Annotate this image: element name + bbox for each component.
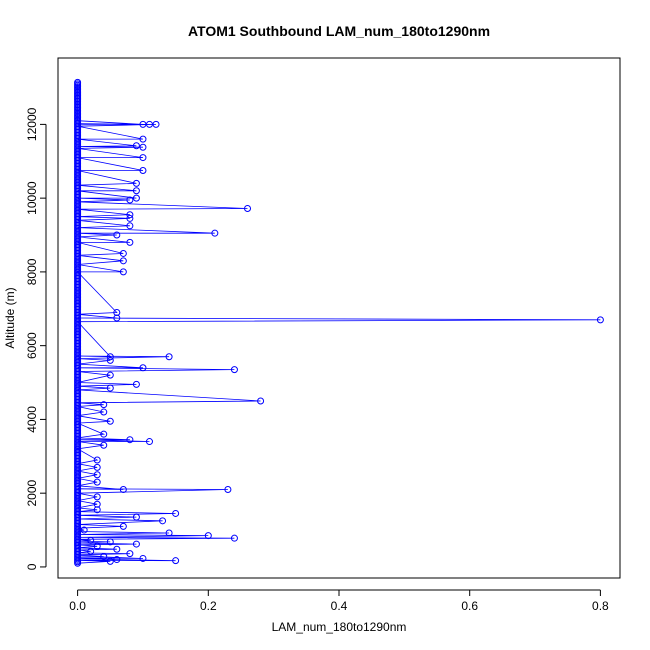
data-point: [139, 166, 147, 174]
data-point: [93, 463, 101, 471]
plot-frame: [57, 57, 621, 579]
data-point: [132, 380, 140, 388]
data-point: [100, 408, 108, 416]
data-point: [145, 120, 153, 128]
data-point: [165, 353, 173, 361]
data-point: [100, 430, 108, 438]
data-point: [113, 545, 121, 553]
data-point: [139, 143, 147, 151]
data-point: [204, 532, 212, 540]
data-point: [139, 554, 147, 562]
data-point: [139, 364, 147, 372]
x-tick-label: 0.0: [69, 599, 86, 613]
y-tick-label: 6000: [25, 332, 39, 359]
data-point: [106, 384, 114, 392]
data-point: [224, 485, 232, 493]
data-point: [257, 397, 265, 405]
data-point: [132, 179, 140, 187]
data-point: [126, 222, 134, 230]
data-point: [93, 493, 101, 501]
data-point: [172, 557, 180, 565]
data-point: [119, 522, 127, 530]
data-point: [74, 78, 82, 86]
data-point: [93, 500, 101, 508]
x-axis: 0.0 0.2 0.4 0.6 0.8: [69, 589, 609, 613]
x-tick-label: 0.2: [200, 599, 217, 613]
data-point: [126, 238, 134, 246]
data-point: [113, 556, 121, 564]
data-point: [119, 268, 127, 276]
data-point: [159, 517, 167, 525]
data-point: [211, 229, 219, 237]
data-point: [106, 417, 114, 425]
data-point: [126, 436, 134, 444]
data-point: [126, 211, 134, 219]
data-point: [93, 542, 101, 550]
data-point: [139, 154, 147, 162]
data-point: [132, 540, 140, 548]
data-point: [87, 547, 95, 555]
y-tick-label: 10000: [25, 181, 39, 215]
data-point: [172, 509, 180, 517]
data-point: [119, 485, 127, 493]
data-point: [106, 538, 114, 546]
data-point: [139, 120, 147, 128]
x-tick-label: 0.6: [461, 599, 478, 613]
data-point: [87, 536, 95, 544]
data-point: [93, 471, 101, 479]
y-tick-label: 4000: [25, 406, 39, 433]
data-point: [106, 353, 114, 361]
data-point: [145, 438, 153, 446]
x-tick-label: 0.8: [592, 599, 609, 613]
data-point: [113, 308, 121, 316]
y-axis: 0 2000 4000 6000 8000 10000 12000: [25, 107, 47, 570]
data-point: [132, 513, 140, 521]
data-point: [132, 142, 140, 150]
data-point: [119, 257, 127, 265]
data-point: [165, 529, 173, 537]
y-tick-label: 2000: [25, 480, 39, 507]
data-point: [100, 401, 108, 409]
y-axis-label: Altitude (m): [3, 287, 17, 348]
x-tick-label: 0.4: [331, 599, 348, 613]
data-point: [152, 120, 160, 128]
series-layer: [74, 78, 604, 567]
data-point: [596, 316, 604, 324]
data-point: [100, 441, 108, 449]
data-point: [132, 194, 140, 202]
y-tick-label: 8000: [25, 258, 39, 285]
data-point: [132, 187, 140, 195]
data-point: [106, 356, 114, 364]
data-point: [93, 456, 101, 464]
data-point: [119, 249, 127, 257]
data-point: [106, 371, 114, 379]
data-point: [230, 534, 238, 542]
chart-title: ATOM1 Southbound LAM_num_180to1290nm: [188, 23, 490, 39]
y-tick-label: 0: [25, 563, 39, 570]
data-point: [126, 214, 134, 222]
data-point: [126, 550, 134, 558]
data-point: [106, 557, 114, 565]
data-point: [113, 231, 121, 239]
data-point: [100, 553, 108, 561]
x-axis-label: LAM_num_180to1290nm: [272, 620, 407, 634]
data-point: [126, 196, 134, 204]
series-line: [76, 83, 601, 564]
y-tick-label: 12000: [25, 107, 39, 141]
data-point: [244, 204, 252, 212]
data-point: [80, 526, 88, 534]
data-point: [139, 135, 147, 143]
data-point: [93, 478, 101, 486]
data-point: [230, 366, 238, 374]
